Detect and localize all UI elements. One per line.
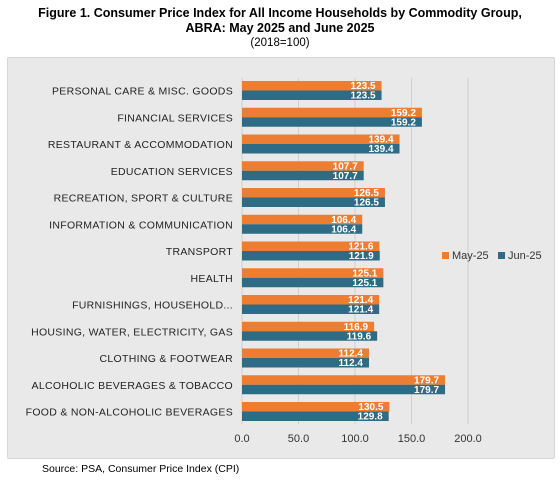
bar-jun-25	[242, 358, 370, 368]
bar-may-25	[242, 348, 370, 358]
x-tick-label: 100.0	[341, 433, 369, 445]
chart-subtitle: (2018=100)	[250, 37, 310, 49]
legend-label-jun-25: Jun-25	[508, 250, 542, 262]
category-label: PERSONAL CARE & MISC. GOODS	[52, 86, 233, 98]
data-label-jun-25: 129.8	[358, 412, 383, 423]
bar-may-25	[242, 107, 422, 118]
data-label-may-25: 116.9	[344, 322, 369, 333]
legend-swatch-may-25	[442, 252, 449, 259]
bar-jun-25	[242, 251, 380, 261]
bar-may-25	[242, 241, 380, 251]
x-tick-label: 150.0	[398, 433, 426, 445]
category-label: EDUCATION SERVICES	[111, 166, 233, 178]
bar-may-25	[242, 295, 380, 305]
data-label-jun-25: 139.4	[368, 144, 393, 155]
data-label-may-25: 121.4	[348, 295, 373, 306]
data-label-may-25: 130.5	[358, 402, 383, 413]
x-tick-label: 0.0	[234, 433, 249, 445]
category-label: HEALTH	[191, 273, 233, 285]
legend-swatch-jun-25	[498, 252, 505, 259]
figure-title-block: Figure 1. Consumer Price Index for All I…	[0, 6, 560, 50]
bar-jun-25	[242, 117, 422, 127]
bar-jun-25	[242, 90, 382, 100]
chart-title-line1: Figure 1. Consumer Price Index for All I…	[38, 6, 522, 20]
data-label-may-25: 179.7	[414, 375, 439, 386]
chart-title-line2: ABRA: May 2025 and June 2025	[185, 21, 375, 35]
bar-jun-25	[242, 411, 389, 421]
category-label: INFORMATION & COMMUNICATION	[49, 219, 233, 231]
category-label: FOOD & NON-ALCOHOLIC BEVERAGES	[26, 407, 233, 419]
bar-jun-25	[242, 331, 378, 341]
bar-jun-25	[242, 170, 364, 181]
x-tick-label: 200.0	[454, 433, 482, 445]
bar-jun-25	[242, 144, 400, 154]
data-label-may-25: 107.7	[333, 161, 358, 172]
x-tick-label: 50.0	[288, 433, 309, 445]
data-label-jun-25: 179.7	[414, 385, 439, 396]
category-label: ALCOHOLIC BEVERAGES & TOBACCO	[32, 380, 233, 392]
bar-may-25	[242, 402, 390, 412]
data-label-may-25: 106.4	[331, 215, 356, 226]
bar-may-25	[242, 81, 382, 91]
data-label-may-25: 112.4	[339, 349, 364, 360]
data-label-jun-25: 107.7	[333, 171, 358, 182]
bar-may-25	[242, 268, 384, 278]
category-label: FINANCIAL SERVICES	[117, 112, 233, 124]
bar-jun-25	[242, 277, 384, 288]
data-label-may-25: 123.5	[351, 81, 376, 92]
bar-may-25	[242, 375, 446, 385]
bar-may-25	[242, 161, 364, 171]
bar-jun-25	[242, 384, 446, 395]
data-label-may-25: 125.1	[352, 268, 377, 279]
data-label-jun-25: 106.4	[331, 224, 356, 235]
bar-may-25	[242, 214, 363, 225]
bar-jun-25	[242, 197, 385, 207]
category-label: FURNISHINGS, HOUSEHOLD...	[72, 300, 233, 312]
data-label-jun-25: 123.5	[351, 91, 376, 102]
source-note: Source: PSA, Consumer Price Index (CPI)	[42, 463, 240, 475]
category-label: RESTAURANT & ACCOMMODATION	[48, 139, 233, 151]
data-label-jun-25: 121.4	[348, 305, 373, 316]
bar-jun-25	[242, 304, 380, 314]
legend-label-may-25: May-25	[452, 250, 489, 262]
data-label-jun-25: 159.2	[391, 117, 416, 128]
bar-may-25	[242, 188, 385, 198]
data-label-may-25: 159.2	[391, 108, 416, 119]
data-label-may-25: 121.6	[348, 242, 373, 253]
category-label: RECREATION, SPORT & CULTURE	[54, 193, 233, 205]
bar-may-25	[242, 321, 375, 332]
data-label-may-25: 139.4	[368, 135, 393, 146]
data-label-jun-25: 119.6	[347, 331, 372, 342]
category-label: TRANSPORT	[166, 246, 234, 258]
category-label: CLOTHING & FOOTWEAR	[100, 353, 234, 365]
data-label-may-25: 126.5	[354, 188, 379, 199]
data-label-jun-25: 121.9	[349, 251, 374, 262]
bar-may-25	[242, 134, 400, 144]
data-label-jun-25: 126.5	[354, 198, 379, 209]
bar-jun-25	[242, 224, 363, 234]
data-label-jun-25: 125.1	[352, 278, 377, 289]
data-label-jun-25: 112.4	[339, 358, 364, 369]
category-label: HOUSING, WATER, ELECTRICITY, GAS	[31, 326, 233, 338]
